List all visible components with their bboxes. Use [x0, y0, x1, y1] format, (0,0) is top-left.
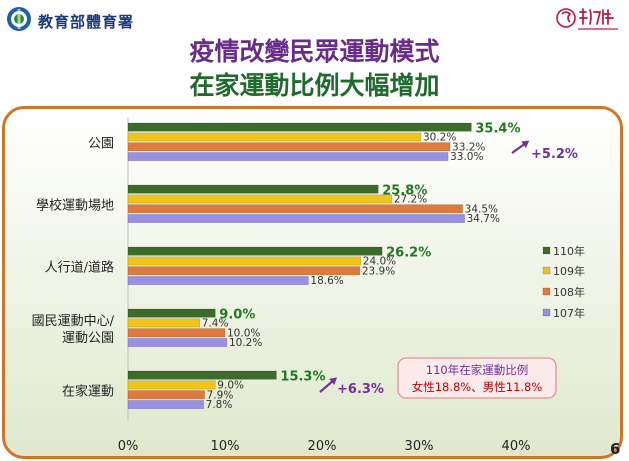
data-label: 30.2%: [423, 132, 456, 144]
category-label: 在家運動: [62, 384, 114, 400]
data-label: 27.2%: [394, 194, 427, 206]
x-tick-label: 40%: [502, 439, 531, 454]
legend-label: 110年: [553, 244, 585, 258]
title-line-1: 疫情改變民眾運動模式: [189, 37, 440, 66]
bar: [127, 132, 422, 142]
x-tick-label: 10%: [211, 439, 240, 454]
legend-label: 107年: [553, 306, 585, 320]
x-tick-label: 20%: [308, 439, 337, 454]
bar: [127, 266, 361, 276]
legend-swatch: [542, 287, 551, 296]
bar: [127, 370, 277, 380]
bar: [127, 194, 393, 204]
legend-swatch: [542, 308, 551, 317]
trend-arrow-head-icon: [329, 377, 338, 385]
bar: [127, 400, 204, 409]
legend-label: 109年: [553, 264, 585, 278]
data-label: 10.2%: [229, 337, 262, 349]
moe-seal-icon: [7, 7, 31, 31]
data-label: 33.0%: [450, 151, 483, 163]
header: 教育部體育署: [0, 0, 629, 40]
category-label: 人行道/道路: [45, 260, 114, 276]
data-label: 24.0%: [363, 256, 396, 268]
bar: [127, 204, 463, 214]
data-label: 26.2%: [386, 245, 431, 260]
bar: [127, 152, 449, 161]
category-label: 運動公園: [62, 331, 114, 346]
data-label: 7.4%: [202, 318, 229, 330]
org-name: 教育部體育署: [38, 13, 135, 31]
annotation-label: +6.3%: [337, 382, 384, 397]
data-label: 9.0%: [219, 307, 255, 322]
bar: [127, 276, 309, 285]
chart-panel: [2, 106, 623, 459]
legend-label: 108年: [553, 285, 585, 299]
bar: [127, 142, 451, 152]
note-female-value: 女性18.8%: [412, 380, 472, 394]
bar: [127, 308, 216, 318]
page-number: 6: [610, 440, 621, 458]
data-label: 33.2%: [452, 141, 485, 153]
bar: [127, 338, 228, 347]
x-tick-label: 0%: [118, 439, 139, 454]
category-label: 國民運動中心/: [32, 314, 115, 329]
trend-arrow-icon: [319, 379, 335, 393]
bar: [127, 246, 383, 256]
bar: [127, 122, 472, 132]
note-separator: 、: [471, 380, 483, 394]
trend-arrow-head-icon: [521, 140, 530, 148]
bar: [127, 256, 362, 266]
data-label: 7.8%: [206, 399, 233, 411]
data-label: 34.7%: [467, 213, 500, 225]
title-line-2: 在家運動比例大幅增加: [189, 71, 440, 100]
note-male-value: 男性11.8%: [483, 380, 543, 394]
note-line-2: 女性18.8%、男性11.8%: [412, 380, 543, 394]
bar: [127, 380, 216, 390]
annotation-label: +5.2%: [531, 147, 578, 162]
data-label: 7.9%: [207, 389, 234, 401]
data-label: 10.0%: [227, 327, 260, 339]
category-label: 學校運動場地: [36, 198, 114, 214]
bar: [127, 328, 226, 338]
data-label: 34.5%: [465, 203, 498, 215]
data-label: 15.3%: [280, 369, 325, 384]
note-box: [397, 357, 557, 399]
data-label: 23.9%: [362, 265, 395, 277]
legend-swatch: [542, 266, 551, 275]
data-label: 9.0%: [217, 380, 244, 392]
bar: [127, 318, 201, 328]
bar: [127, 390, 205, 400]
bar: [127, 214, 465, 223]
shih-hsin-university-logo-icon: [556, 8, 618, 30]
data-label: 25.8%: [382, 183, 427, 198]
data-label: 35.4%: [475, 121, 520, 136]
note-line-1: 110年在家運動比例: [426, 363, 528, 377]
x-tick-label: 30%: [405, 439, 434, 454]
legend-swatch: [542, 246, 551, 255]
bar: [127, 184, 379, 194]
category-label: 公園: [88, 137, 114, 152]
data-label: 18.6%: [310, 275, 343, 287]
